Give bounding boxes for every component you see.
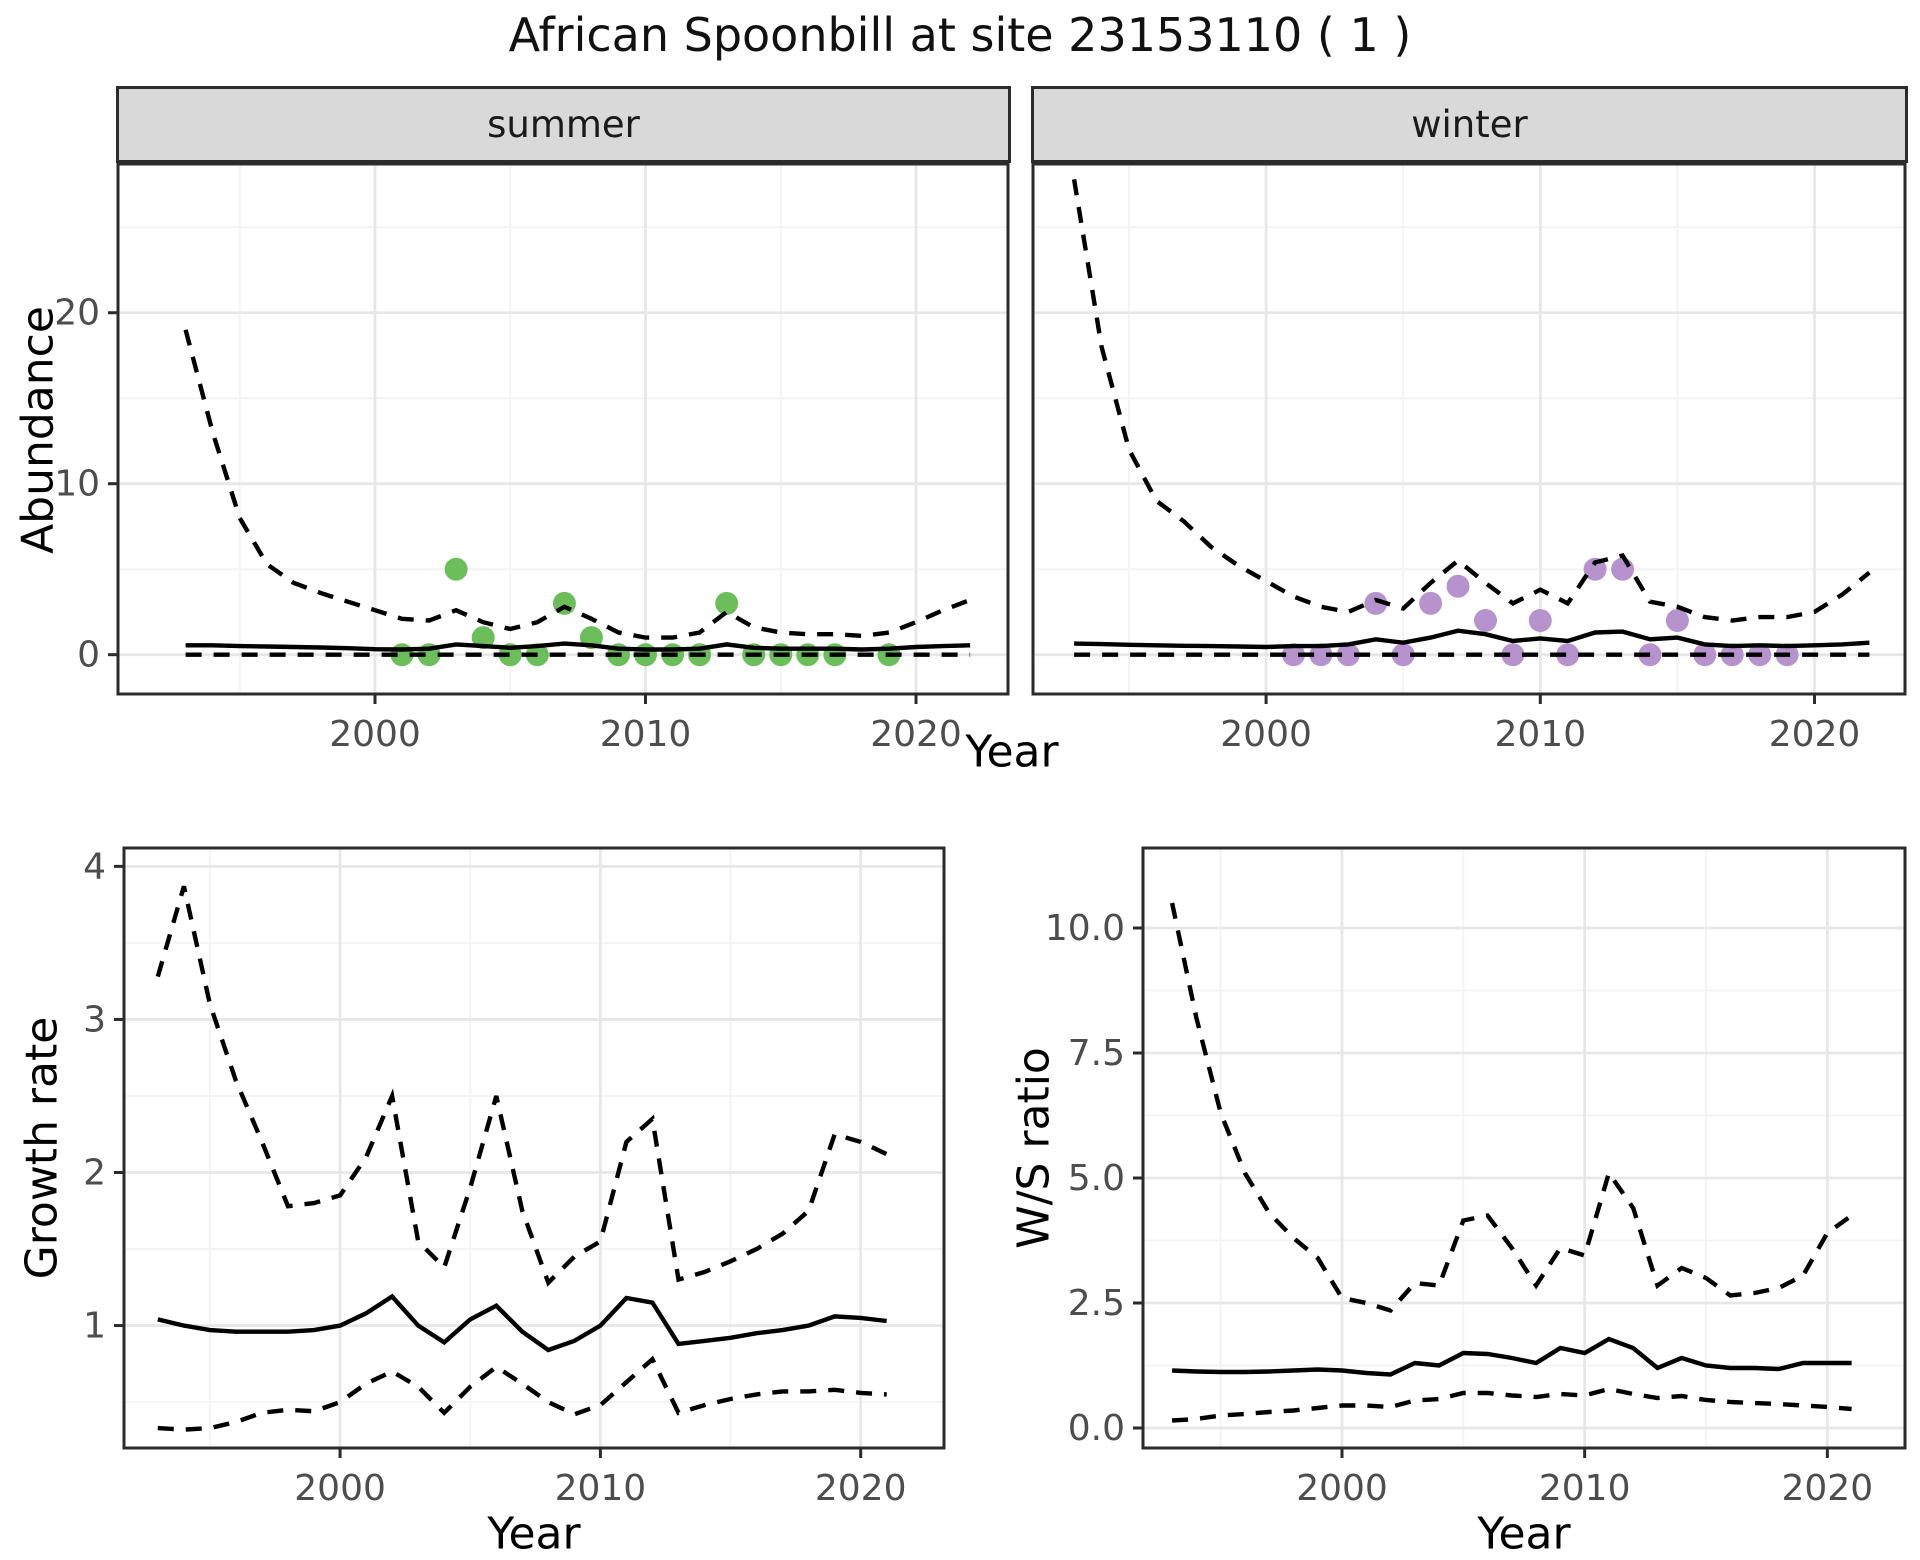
winter-median-line bbox=[1074, 628, 1870, 650]
x-axis-title-year-growth: Year bbox=[487, 1508, 581, 1560]
x-axis-title-year-top: Year bbox=[965, 726, 1059, 778]
facet-strip-summer-label: summer bbox=[487, 103, 640, 146]
panel-growth: 2000 2010 2020 1 2 3 4 bbox=[83, 846, 946, 1509]
page-title: African Spoonbill at site 23153110 ( 1 ) bbox=[508, 8, 1412, 62]
summer-median-line bbox=[185, 641, 971, 652]
panel-winter: 2000 2010 2020 bbox=[1031, 162, 1907, 755]
growth-x-tick-label: 2020 bbox=[815, 1468, 907, 1509]
facet-strip-winter-label: winter bbox=[1411, 103, 1528, 146]
ws-x-tick-label: 2010 bbox=[1539, 1468, 1631, 1509]
growth-y-tick-label: 2 bbox=[83, 1153, 106, 1194]
growth-y-tick-label: 1 bbox=[83, 1306, 106, 1347]
winter-observed-point bbox=[1501, 643, 1525, 667]
ws-y-tick-label: 0.0 bbox=[1068, 1408, 1125, 1449]
ws-lower-ci-line bbox=[1171, 1386, 1852, 1423]
growth-y-tick-label: 3 bbox=[83, 999, 106, 1040]
winter-observed-point bbox=[1364, 591, 1388, 615]
winter-x-tick-label: 2010 bbox=[1494, 714, 1586, 755]
winter-observed-point bbox=[1611, 557, 1635, 581]
y-axis-title-growth-rate: Growth rate bbox=[16, 1016, 68, 1280]
winter-observed-point bbox=[1282, 643, 1305, 667]
y-axis-title-abundance: Abundance bbox=[12, 306, 64, 554]
growth-x-tick-label: 2010 bbox=[555, 1468, 647, 1509]
summer-observed-point bbox=[444, 557, 468, 581]
winter-observed-point bbox=[1446, 574, 1470, 598]
growth-median-line bbox=[157, 1293, 887, 1353]
facet-strip-summer: summer bbox=[116, 86, 1011, 163]
winter-observed-point bbox=[1419, 591, 1443, 615]
summer-x-tick-label: 2020 bbox=[870, 714, 962, 755]
winter-x-tick-label: 2020 bbox=[1769, 714, 1861, 755]
ws-x-tick-label: 2000 bbox=[1296, 1468, 1388, 1509]
ws-y-tick-label: 7.5 bbox=[1068, 1033, 1125, 1074]
growth-x-tick-label: 2000 bbox=[294, 1468, 386, 1509]
x-axis-title-year-ws: Year bbox=[1477, 1508, 1571, 1560]
winter-upper-ci-line bbox=[1071, 179, 1871, 623]
summer-observed-point bbox=[715, 591, 739, 615]
summer-y-tick-label: 20 bbox=[54, 293, 100, 334]
summer-observed-point bbox=[471, 626, 495, 650]
facet-strip-winter: winter bbox=[1031, 86, 1908, 163]
y-axis-title-ws-ratio: W/S ratio bbox=[1008, 1047, 1060, 1249]
winter-observed-point bbox=[1583, 557, 1607, 581]
panel-summer: 2000 2010 2020 0 10 20 bbox=[54, 162, 1010, 755]
ws-upper-ci-line bbox=[1169, 902, 1853, 1314]
ws-x-tick-label: 2020 bbox=[1781, 1468, 1873, 1509]
winter-observed-point bbox=[1391, 643, 1415, 667]
growth-y-tick-label: 4 bbox=[83, 846, 106, 887]
panel-ws: 2000 2010 2020 0.0 2.5 5.0 7.5 10.0 bbox=[1045, 846, 1907, 1509]
winter-observed-point bbox=[1556, 643, 1580, 667]
growth-upper-ci-line bbox=[155, 885, 888, 1287]
summer-y-tick-label: 0 bbox=[77, 635, 100, 676]
winter-observed-point bbox=[1665, 609, 1689, 632]
winter-observed-point bbox=[1336, 643, 1360, 667]
winter-observed-point bbox=[1474, 609, 1497, 632]
winter-observed-point bbox=[1528, 609, 1552, 632]
ws-y-tick-label: 5.0 bbox=[1068, 1158, 1125, 1199]
summer-x-tick-label: 2000 bbox=[329, 714, 421, 755]
growth-lower-ci-line bbox=[157, 1355, 887, 1432]
ws-median-line bbox=[1172, 1336, 1852, 1377]
summer-y-tick-label: 10 bbox=[54, 464, 100, 505]
ws-y-tick-label: 10.0 bbox=[1045, 908, 1125, 949]
winter-x-tick-label: 2000 bbox=[1220, 714, 1312, 755]
winter-observed-point bbox=[1309, 643, 1333, 667]
summer-observed-point bbox=[552, 591, 576, 615]
ws-y-tick-label: 2.5 bbox=[1068, 1283, 1125, 1324]
summer-x-tick-label: 2010 bbox=[600, 714, 692, 755]
